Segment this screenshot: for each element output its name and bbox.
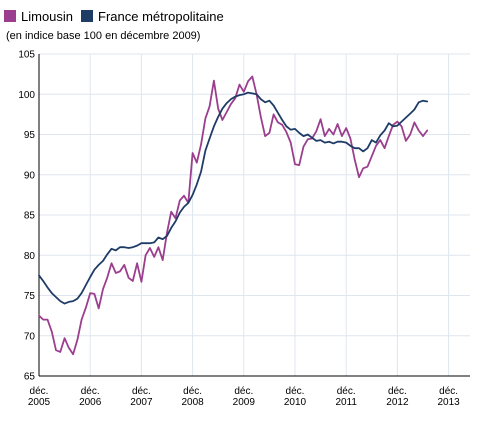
- y-tick-label: 90: [24, 170, 36, 181]
- legend: Limousin France métropolitaine: [4, 7, 232, 25]
- x-tick-label-year: 2009: [233, 397, 256, 408]
- x-tick-label-month: déc.: [388, 386, 407, 397]
- x-tick-label-year: 2007: [130, 397, 153, 408]
- series-line-france: [38, 91, 429, 305]
- x-tick-label-year: 2008: [181, 397, 204, 408]
- x-tick-label-year: 2010: [284, 397, 307, 408]
- x-tick-label-month: déc.: [183, 386, 202, 397]
- x-tick-label-month: déc.: [81, 386, 100, 397]
- x-tick-label-month: déc.: [30, 386, 49, 397]
- y-tick-label: 80: [24, 251, 36, 262]
- chart-subtitle: (en indice base 100 en décembre 2009): [6, 30, 201, 42]
- y-tick-label: 100: [18, 90, 35, 101]
- x-tick-label-year: 2005: [28, 397, 51, 408]
- x-tick-label-year: 2013: [437, 397, 460, 408]
- x-tick-label-month: déc.: [132, 386, 151, 397]
- x-tick-label-month: déc.: [286, 386, 305, 397]
- series-line-limousin: [38, 75, 429, 356]
- legend-item-limousin: Limousin: [4, 9, 73, 24]
- x-tick-label-year: 2012: [386, 397, 409, 408]
- x-tick-label-month: déc.: [234, 386, 253, 397]
- y-tick-label: 105: [18, 50, 35, 61]
- y-tick-label: 65: [24, 372, 36, 383]
- x-tick-label-year: 2011: [335, 397, 357, 408]
- x-tick-label-year: 2006: [79, 397, 102, 408]
- legend-label-france: France métropolitaine: [98, 8, 224, 24]
- y-tick-label: 70: [24, 331, 36, 342]
- x-tick-label-month: déc.: [439, 386, 458, 397]
- y-tick-label: 95: [24, 130, 36, 141]
- legend-swatch-limousin: [4, 10, 16, 22]
- y-tick-label: 75: [24, 291, 36, 302]
- y-tick-label: 85: [24, 211, 36, 222]
- legend-item-france: France métropolitaine: [81, 9, 224, 24]
- legend-label-limousin: Limousin: [21, 8, 74, 24]
- x-tick-label-month: déc.: [337, 386, 356, 397]
- legend-swatch-france: [81, 10, 94, 22]
